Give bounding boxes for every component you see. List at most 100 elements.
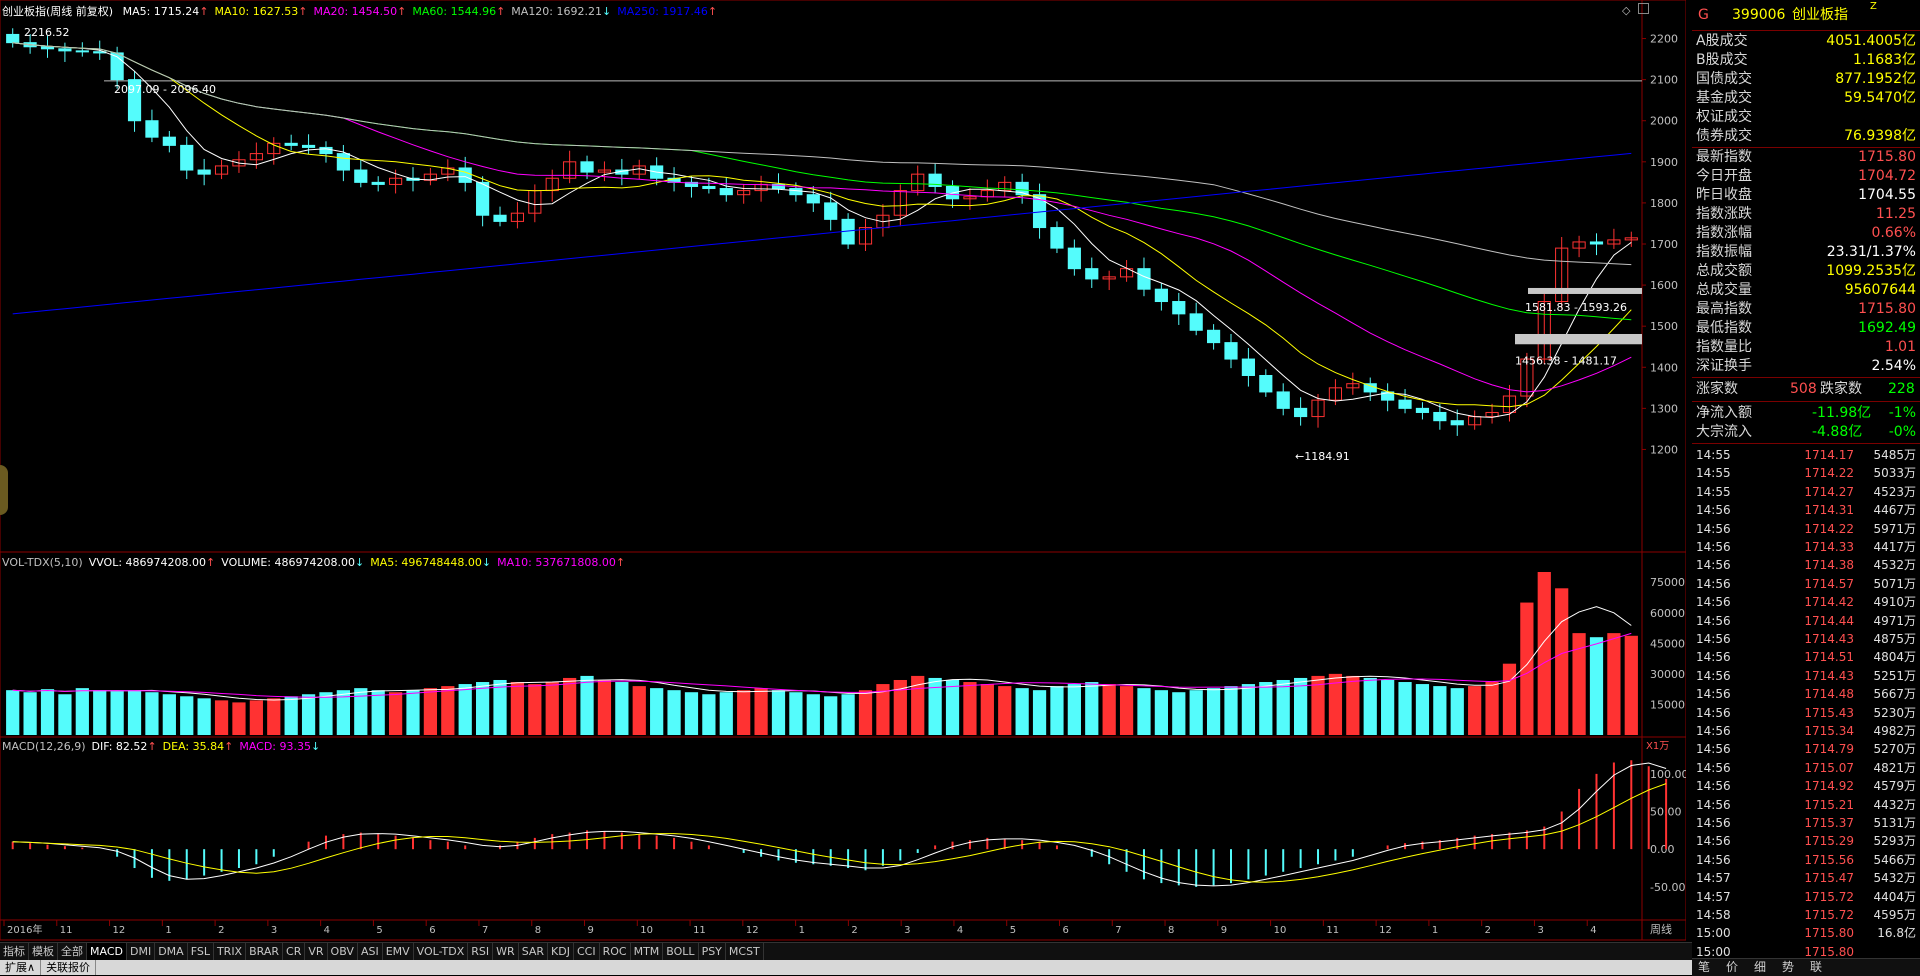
tab-cci[interactable]: CCI [574,943,600,960]
flow-percent: -1% [1888,405,1916,421]
candle-body [789,188,803,196]
tab-obv[interactable]: OBV [328,943,358,960]
tab-指标[interactable]: 指标 [0,943,29,960]
volume-bar [684,692,699,735]
tab-mtm[interactable]: MTM [631,943,664,960]
volume-bar [162,694,176,735]
tab-dmi[interactable]: DMI [127,943,156,960]
left-scroll-handle[interactable] [0,465,8,515]
macd-pane-header: MACD(12,26,9) DIF: 82.52↑ DEA: 35.84↑ MACD:… [2,740,326,753]
tab-全部[interactable]: 全部 [58,943,87,960]
status-item[interactable]: 关联报价 [41,960,97,975]
tab-sar[interactable]: SAR [519,943,549,960]
price-tick-label: 1900 [1650,156,1678,169]
indicator-legend-item: DIF: 82.52↑ [91,740,157,753]
trend-arrow-icon: ↑ [206,556,216,569]
candle-body [1311,399,1325,418]
tick-price: 1715.80 [1804,944,1854,959]
quote-tab-4[interactable]: 联 [1810,960,1823,974]
tick-volume: 5071万 [1873,576,1916,591]
restore-icon[interactable]: ◇ [1622,4,1631,17]
quote-value: 4051.4005亿 [1826,33,1916,49]
volume-bar [1468,686,1482,735]
volume-bar [493,679,507,735]
indicator-legend-item: DEA: 35.84↑ [162,740,234,753]
tick-time: 14:56 [1696,595,1731,610]
ma250-line [12,152,1632,315]
volume-bar [893,679,907,735]
tab-macd[interactable]: MACD [87,943,127,960]
kline-chart[interactable]: 2200210020001900180017001600150014001300… [0,0,1686,942]
quote-value: 1099.2535亿 [1826,263,1916,279]
volume-bar [737,690,751,735]
tab-wr[interactable]: WR [493,943,519,960]
status-item[interactable]: 扩展∧ [0,960,42,975]
tab-vol-tdx[interactable]: VOL-TDX [414,943,469,960]
quote-tab-3[interactable]: 势 [1782,960,1795,974]
time-tick-label: 9 [1221,925,1227,936]
tick-volume: 4417万 [1873,540,1916,554]
volume-bar [789,692,803,735]
tick-row: 14:55 1714.17 5485万 [1692,446,1920,464]
candle-body [319,146,333,155]
tab-psy[interactable]: PSY [699,943,726,960]
tab-rsi[interactable]: RSI [468,943,494,960]
volume-bar [1224,686,1238,735]
tab-emv[interactable]: EMV [383,943,414,960]
quote-header: G 399006 创业板指 Z [1692,0,1920,31]
tick-volume: 5667万 [1873,687,1916,702]
quote-label: 权证成交 [1696,109,1752,125]
tab-dma[interactable]: DMA [155,943,188,960]
time-tick-label: 2016年 [7,923,42,936]
quote-value: 1715.80 [1858,301,1916,317]
tick-time: 14:57 [1696,889,1731,904]
tab-roc[interactable]: ROC [600,943,631,960]
time-tick-label: 9 [588,925,594,936]
tick-row: 14:56 1714.38 4532万 [1692,556,1920,574]
quote-tab-2[interactable]: 细 [1754,960,1767,974]
quote-tab-1[interactable]: 价 [1726,960,1739,974]
tab-trix[interactable]: TRIX [214,943,247,960]
flow-label: 净流入额 [1696,405,1752,421]
tab-cr[interactable]: CR [283,943,306,960]
indicator-legend-item: VVOL: 486974208.00↑ [88,556,216,569]
time-tick-label: 1 [1432,925,1438,936]
volume-bar [911,675,925,735]
tab-brar[interactable]: BRAR [246,943,284,960]
tab-fsl[interactable]: FSL [188,943,214,960]
time-tick-label: 3 [1537,925,1543,936]
price-tick-label: 1500 [1650,320,1678,333]
tab-asi[interactable]: ASI [358,943,383,960]
close-box-icon[interactable] [1637,3,1649,14]
tick-price: 1714.22 [1804,521,1854,536]
trend-arrow-icon: ↑ [199,5,209,18]
quote-row: 昨日收盘 1704.55 [1692,186,1920,205]
candle-body [1346,383,1360,389]
tab-kdj[interactable]: KDJ [548,943,574,960]
tick-volume: 5466万 [1873,852,1916,867]
tab-boll[interactable]: BOLL [663,943,699,960]
quote-value: 95607644 [1844,282,1916,298]
tick-volume: 5251万 [1873,668,1916,683]
candle-body [1572,241,1586,249]
tick-row: 14:56 1714.31 4467万 [1692,501,1920,519]
tick-time: 14:56 [1696,852,1731,867]
quote-value: 59.5470亿 [1844,90,1916,106]
tab-mcst[interactable]: MCST [726,943,764,960]
candle-body [1241,358,1255,376]
tick-price: 1715.29 [1804,834,1854,849]
candle-body [719,188,733,196]
volume-bar [719,692,733,735]
candle-body [354,169,368,183]
candle-body [893,190,907,216]
ma-legend-item: MA250: 1917.46↑ [617,5,718,18]
quote-tab-0[interactable]: 笔 [1698,960,1711,974]
tick-price: 1714.33 [1804,540,1854,554]
time-tick-label: 7 [1115,925,1121,936]
tick-row: 14:56 1715.21 4432万 [1692,796,1920,814]
volume-bar [1520,602,1534,735]
tab-vr[interactable]: VR [305,943,328,960]
quote-row: 最高指数 1715.80 [1692,300,1920,319]
tick-volume: 4910万 [1873,595,1916,610]
tab-模板[interactable]: 模板 [29,943,58,960]
